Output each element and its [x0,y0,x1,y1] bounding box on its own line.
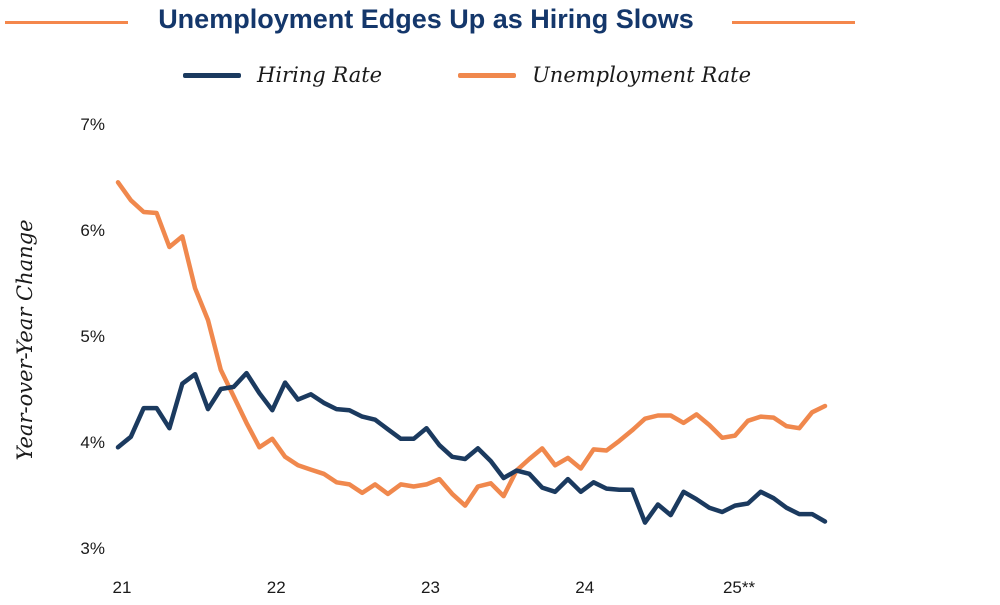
title-rule-right [732,21,855,24]
unemployment-rate-line [115,180,828,508]
unemployment-rate-legend-swatch [458,72,517,78]
hiring-rate-legend-swatch [183,72,241,78]
title-rule-left [5,21,128,24]
x-tick-23: 23 [421,578,440,597]
chart-title: Unemployment Edges Up as Hiring Slows [158,4,694,34]
x-tick-22: 22 [266,578,286,597]
chart-legend: Hiring Rate Unemployment Rate [183,63,751,87]
y-tick-4: 4% [80,433,105,452]
y-tick-3: 3% [80,539,105,558]
y-tick-7: 7% [80,115,105,134]
x-tick-21: 21 [112,578,132,597]
unemployment-rate-legend-label: Unemployment Rate [532,63,751,87]
hiring-rate-line [115,370,828,525]
hiring-rate-legend-label: Hiring Rate [257,63,383,87]
x-tick-24: 24 [575,578,595,597]
x-tick-25: 25** [722,578,756,597]
y-tick-5: 5% [80,327,105,346]
y-tick-6: 6% [80,221,105,240]
